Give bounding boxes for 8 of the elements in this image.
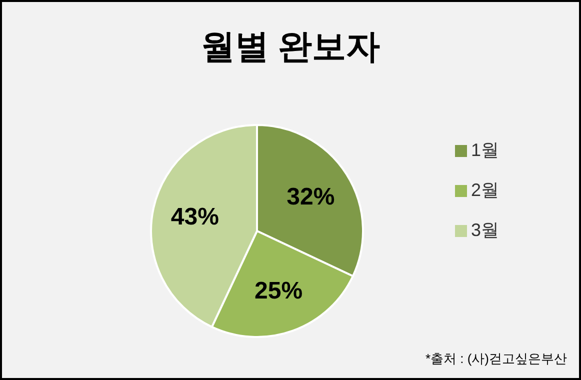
legend-label: 1월 <box>470 140 499 160</box>
legend-label: 3월 <box>470 220 499 240</box>
chart-title: 월별 완보자 <box>200 27 382 68</box>
legend-label: 2월 <box>470 180 499 200</box>
data-label: 25% <box>254 277 303 304</box>
data-label: 43% <box>170 204 219 231</box>
data-label: 32% <box>286 183 335 210</box>
text: *출처 : (사)걷고싶은부산 <box>425 350 567 368</box>
